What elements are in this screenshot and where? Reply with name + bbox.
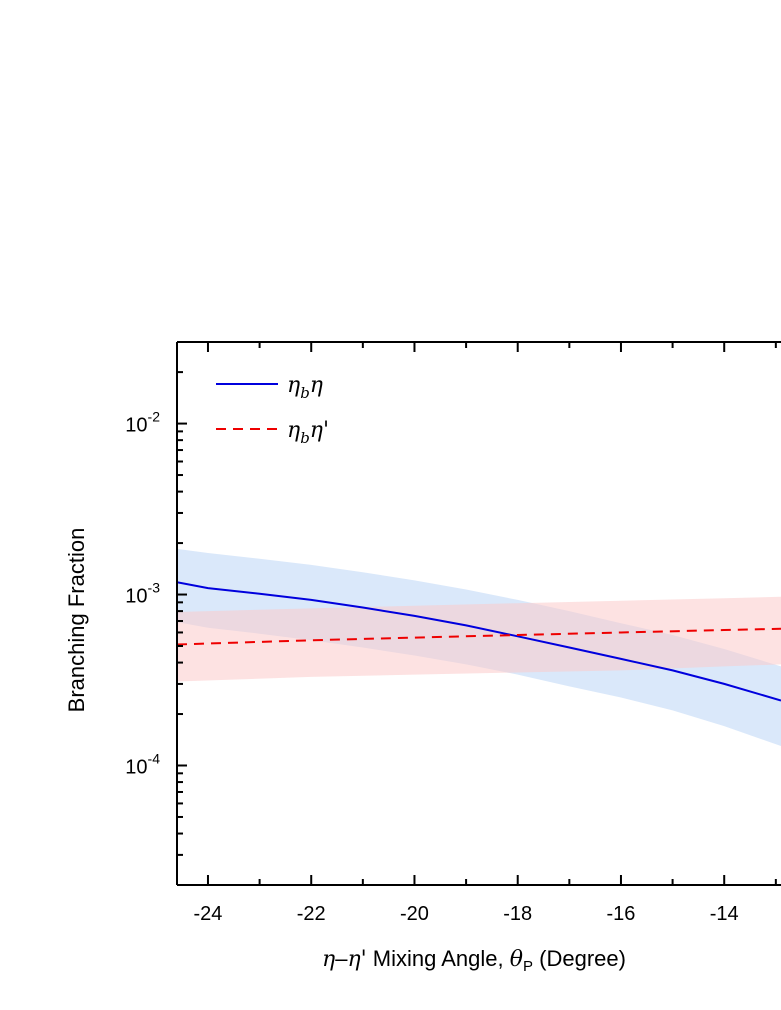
line-series-0: [177, 581, 781, 702]
y-axis-title: Branching Fraction: [64, 528, 89, 713]
line-series-1: [177, 627, 781, 646]
x-tick-label: -24: [194, 903, 223, 925]
y-tick-label: 10-3: [125, 580, 160, 608]
x-tick-label: -18: [503, 903, 532, 925]
uncertainty-bands: [177, 548, 781, 746]
x-tick-label: -22: [297, 903, 326, 925]
x-axis-title: η–η' Mixing Angle, θP (Degree): [322, 946, 626, 975]
legend-label-eta-b-eta: ηbη: [287, 373, 323, 402]
x-tick-label: -20: [400, 903, 429, 925]
y-tick-label: 10-4: [125, 751, 160, 779]
x-tick-label: -16: [607, 903, 636, 925]
y-tick-label: 10-2: [125, 409, 160, 437]
x-axis-ticks: -24 -22 -20 -18 -16 -14: [194, 342, 777, 925]
y-axis-ticks: 10-2 10-3 10-4: [125, 341, 187, 886]
series-lines: [177, 581, 781, 702]
legend-label-eta-b-eta-prime: ηbη': [287, 418, 329, 447]
x-tick-label: -14: [710, 903, 739, 925]
legend: ηbη ηbη': [216, 373, 329, 447]
